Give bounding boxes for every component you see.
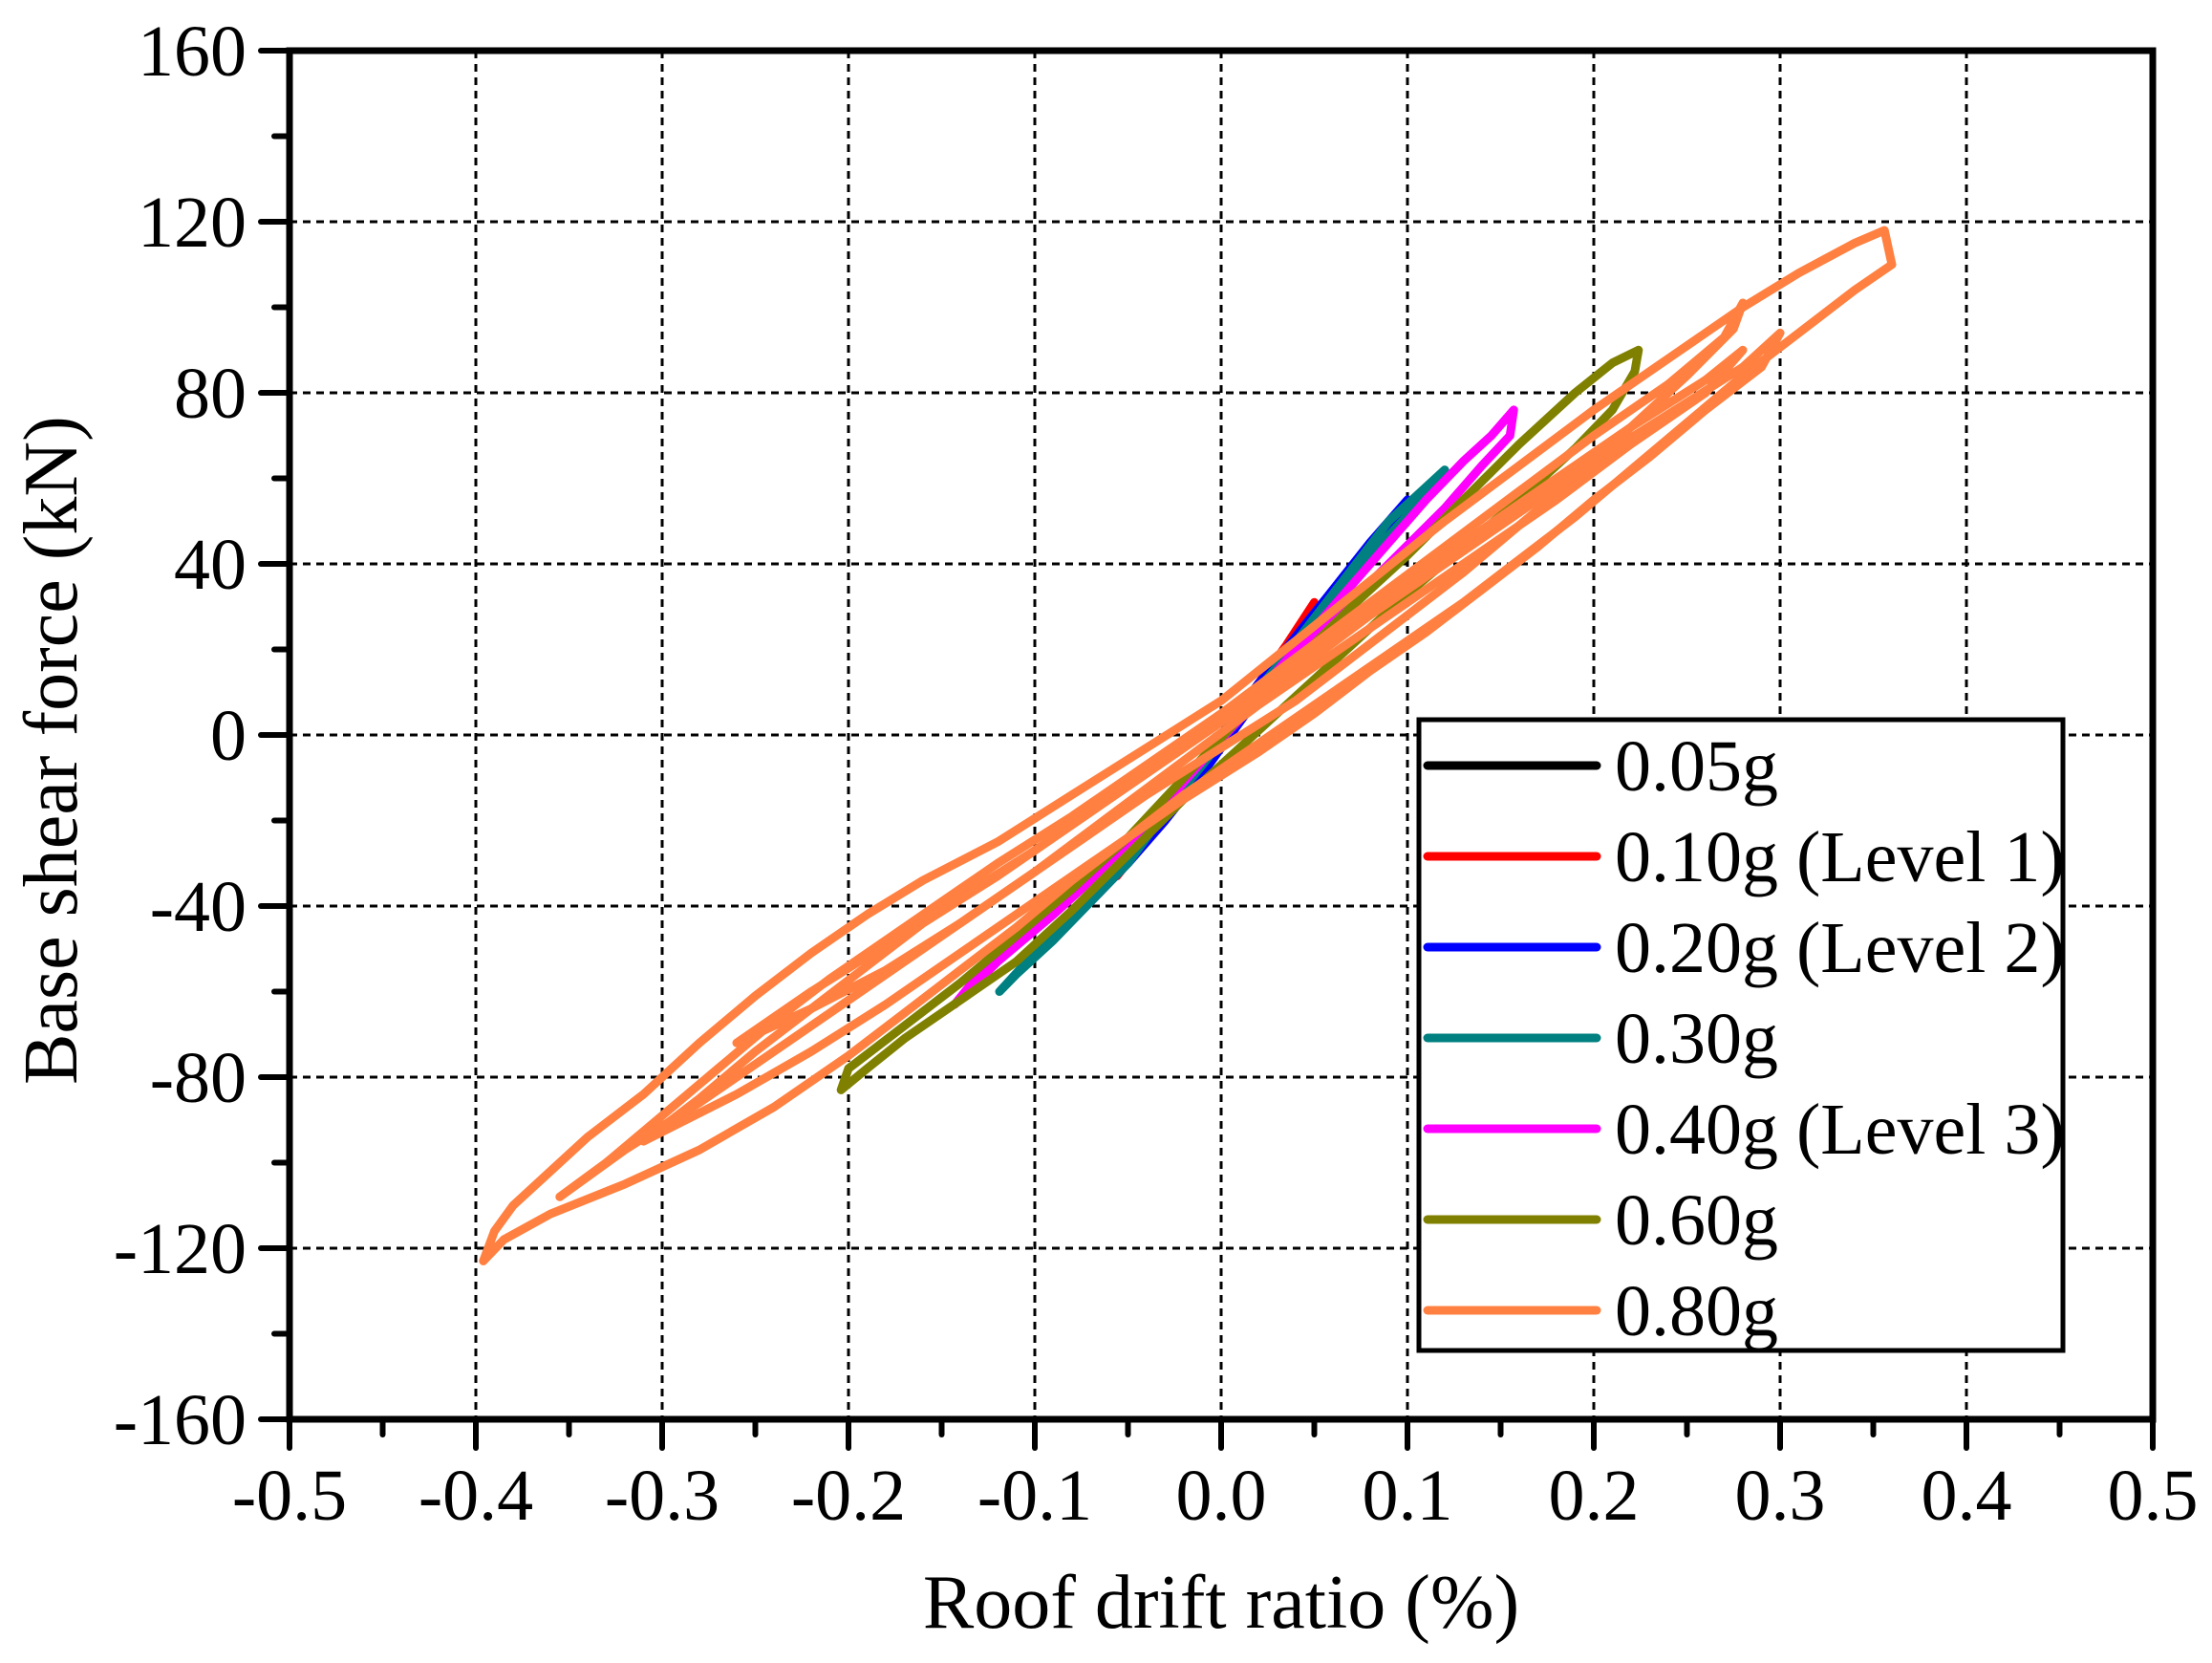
y-tick-label: -80 xyxy=(150,1038,247,1118)
legend-item: 0.05g xyxy=(1423,726,1778,807)
legend-label: 0.60g xyxy=(1615,1180,1778,1261)
x-tick-label: 0.4 xyxy=(1922,1456,2012,1536)
y-axis-title: Base shear force (kN) xyxy=(10,416,94,1085)
legend-item: 0.80g xyxy=(1423,1271,1778,1351)
legend: 0.05g 0.10g (Level 1) 0.20g (Level 2) 0.30g… xyxy=(1416,717,2066,1353)
y-tick-label: 40 xyxy=(174,525,247,605)
x-tick-label: 0.3 xyxy=(1735,1456,1826,1536)
x-tick-label: -0.5 xyxy=(232,1456,347,1536)
y-tick-label: 120 xyxy=(138,183,247,263)
legend-label: 0.80g xyxy=(1615,1271,1778,1351)
x-tick-label: 0.0 xyxy=(1176,1456,1267,1536)
x-tick-label: -0.3 xyxy=(605,1456,719,1536)
legend-item: 0.40g (Level 3) xyxy=(1423,1090,2065,1170)
x-tick-label: -0.2 xyxy=(791,1456,906,1536)
axis-ticks xyxy=(258,48,2156,1451)
legend-label: 0.10g (Level 1) xyxy=(1615,817,2065,897)
y-tick-label: -40 xyxy=(150,867,247,947)
x-tick-label: 0.2 xyxy=(1549,1456,1640,1536)
x-tick-label: 0.5 xyxy=(2108,1456,2199,1536)
x-tick-label: -0.4 xyxy=(419,1456,533,1536)
data-curves xyxy=(479,226,1897,1265)
legend-label: 0.30g xyxy=(1615,999,1778,1079)
legend-label: 0.20g (Level 2) xyxy=(1615,908,2065,988)
legend-item: 0.60g xyxy=(1423,1180,1778,1261)
y-tick-label: 0 xyxy=(210,696,247,776)
x-tick-label: -0.1 xyxy=(977,1456,1092,1536)
legend-label: 0.05g xyxy=(1615,726,1778,807)
series-0.80g xyxy=(479,226,1897,1265)
legend-item: 0.10g (Level 1) xyxy=(1423,817,2065,897)
legend-item: 0.30g xyxy=(1423,999,1778,1079)
x-tick-label: 0.1 xyxy=(1363,1456,1453,1536)
y-tick-label: 80 xyxy=(174,354,247,434)
tick-labels: -0.5 -0.4 -0.3 -0.2 -0.1 0.0 0.1 0.2 0.3 0.4 0.5 -1… xyxy=(114,11,2199,1536)
legend-label: 0.40g (Level 3) xyxy=(1615,1090,2065,1170)
y-tick-label: 160 xyxy=(138,11,247,92)
legend-item: 0.20g (Level 2) xyxy=(1423,908,2065,988)
y-tick-label: -160 xyxy=(114,1380,247,1460)
y-tick-label: -120 xyxy=(114,1209,247,1289)
x-axis-title: Roof drift ratio (%) xyxy=(923,1561,1519,1645)
